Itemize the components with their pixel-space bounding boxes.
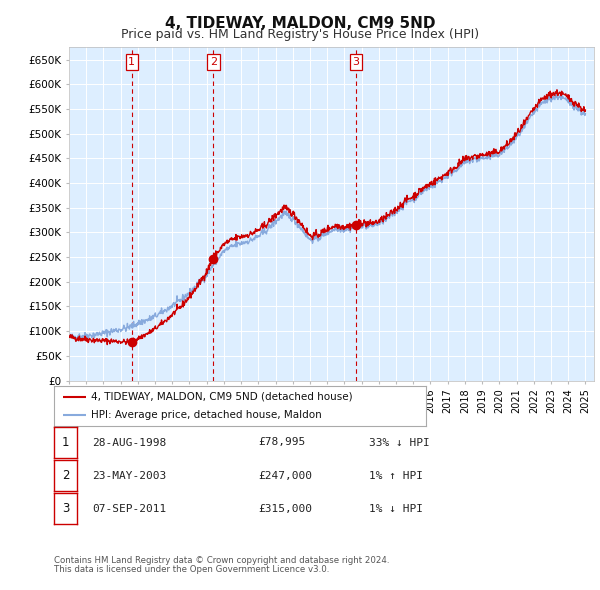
Text: 07-SEP-2011: 07-SEP-2011 [92,504,166,513]
Text: 3: 3 [353,57,359,67]
Text: 4, TIDEWAY, MALDON, CM9 5ND: 4, TIDEWAY, MALDON, CM9 5ND [165,16,435,31]
Text: 3: 3 [62,502,69,515]
Text: 1% ↑ HPI: 1% ↑ HPI [369,471,423,480]
Text: 1: 1 [128,57,136,67]
Text: 4, TIDEWAY, MALDON, CM9 5ND (detached house): 4, TIDEWAY, MALDON, CM9 5ND (detached ho… [91,392,353,402]
Text: Price paid vs. HM Land Registry's House Price Index (HPI): Price paid vs. HM Land Registry's House … [121,28,479,41]
Text: 33% ↓ HPI: 33% ↓ HPI [369,438,430,447]
Text: 28-AUG-1998: 28-AUG-1998 [92,438,166,447]
Text: This data is licensed under the Open Government Licence v3.0.: This data is licensed under the Open Gov… [54,565,329,573]
Text: 23-MAY-2003: 23-MAY-2003 [92,471,166,480]
Text: £315,000: £315,000 [258,504,312,513]
Text: 2: 2 [62,469,69,482]
Text: HPI: Average price, detached house, Maldon: HPI: Average price, detached house, Mald… [91,410,322,420]
Text: 2: 2 [210,57,217,67]
Text: 1: 1 [62,436,69,449]
Text: Contains HM Land Registry data © Crown copyright and database right 2024.: Contains HM Land Registry data © Crown c… [54,556,389,565]
Text: 1% ↓ HPI: 1% ↓ HPI [369,504,423,513]
Text: £78,995: £78,995 [258,438,305,447]
Text: £247,000: £247,000 [258,471,312,480]
